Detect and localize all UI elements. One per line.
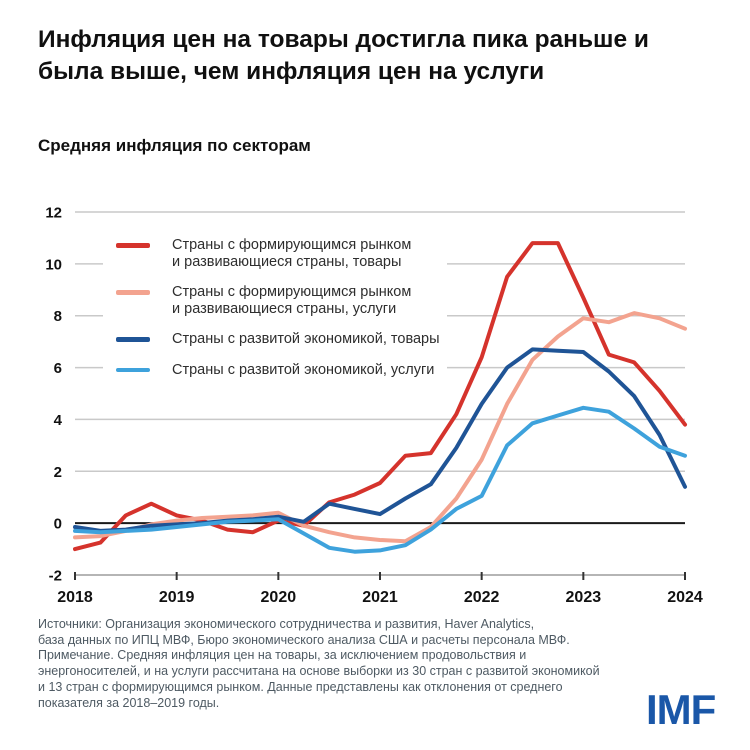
series-line-1: [73, 311, 687, 544]
x-axis-tick: [582, 572, 585, 580]
x-axis-label: 2020: [261, 589, 297, 606]
series-line-0: [73, 241, 687, 552]
legend-label-ae-services: Страны с развитой экономикой, услуги: [172, 361, 435, 378]
imf-logo: IMF: [646, 686, 716, 733]
y-axis-label: 4: [54, 412, 63, 429]
legend-swatch-ae-goods: [116, 337, 150, 342]
legend-item-ae-goods: Страны с развитой экономикой, товары: [116, 331, 447, 348]
legend-label-emde-services: Страны с формирующимся рынком и развиваю…: [172, 284, 412, 317]
line-chart: -2 0 2 4 6 8 10 12 2018 2019 2020 2021 2022 2023 2024: [45, 205, 703, 607]
y-axis-label: 10: [45, 256, 62, 273]
legend-label-emde-goods: Страны с формирующимся рынком и развиваю…: [172, 237, 412, 270]
chart-legend: Страны с формирующимся рынком и развиваю…: [103, 226, 447, 396]
y-axis-label: -2: [49, 568, 62, 585]
series-line-2: [73, 347, 687, 533]
x-axis-label: 2022: [464, 589, 500, 606]
x-axis-tick: [74, 572, 76, 580]
legend-item-emde-goods: Страны с формирующимся рынком и развиваю…: [116, 237, 447, 270]
x-axis-tick: [480, 572, 483, 580]
legend-label-ae-goods: Страны с развитой экономикой, товары: [172, 331, 440, 347]
y-axis-label: 8: [54, 308, 62, 325]
chart-title: Инфляция цен на товары достигла пика ран…: [38, 26, 649, 85]
y-axis-label: 6: [54, 360, 62, 377]
legend-swatch-emde-services: [116, 290, 150, 295]
x-axis-label: 2021: [362, 589, 398, 606]
legend-item-emde-services: Страны с формирующимся рынком и развиваю…: [116, 284, 447, 317]
x-axis-tick: [277, 572, 280, 580]
legend-swatch-ae-services: [116, 367, 150, 372]
y-axis-label: 0: [54, 516, 62, 533]
source-note: Источники: Организация экономического со…: [38, 617, 600, 710]
legend-swatch-emde-goods: [116, 243, 150, 248]
x-axis-label: 2019: [159, 589, 195, 606]
series-line-3: [73, 405, 687, 554]
chart-subtitle: Средняя инфляция по секторам: [38, 136, 311, 155]
x-axis-tick: [175, 572, 178, 580]
x-axis-label: 2018: [57, 589, 93, 606]
y-axis-label: 2: [54, 464, 62, 481]
x-axis-tick: [684, 572, 686, 580]
x-axis-label: 2024: [667, 589, 703, 606]
x-axis-label: 2023: [566, 589, 602, 606]
y-axis-label: 12: [45, 205, 62, 222]
legend-item-ae-services: Страны с развитой экономикой, услуги: [116, 362, 447, 379]
x-axis-tick: [379, 572, 381, 580]
